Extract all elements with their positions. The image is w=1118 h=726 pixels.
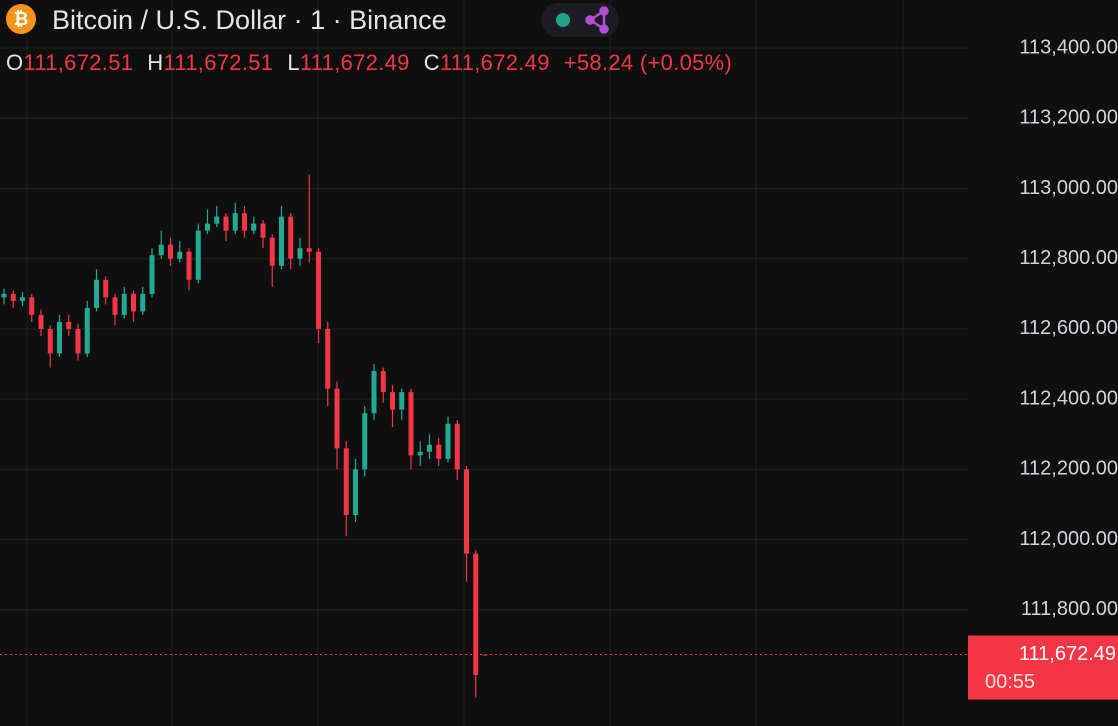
candle-body <box>20 297 25 301</box>
candle-body <box>103 279 109 298</box>
ohlc-item: O111,672.51 <box>6 50 133 75</box>
status-dot <box>556 13 570 27</box>
candle-body <box>316 251 321 329</box>
candle-body <box>121 293 127 315</box>
ohlc-legend: O111,672.51 H111,672.51 L111,672.49 C111,67… <box>6 50 732 76</box>
candle-body <box>186 251 192 280</box>
share-icon <box>585 6 609 34</box>
candle-body <box>223 216 229 231</box>
ohlc-value: 111,672.49 <box>439 50 550 75</box>
candle-body <box>464 469 469 554</box>
candle-body <box>47 328 53 354</box>
candle-body <box>436 444 442 459</box>
candle-body <box>84 307 90 354</box>
countdown-label: 00:55 <box>985 671 1035 693</box>
candle-body <box>232 213 238 231</box>
candle-body <box>214 216 220 224</box>
candle-body <box>399 392 405 410</box>
y-tick-label: 112,800.00 <box>1019 247 1118 269</box>
y-tick-label: 112,400.00 <box>1019 387 1118 409</box>
last-price-label: 111,672.49 <box>1019 643 1116 665</box>
candle-body <box>75 328 81 354</box>
y-tick-label: 113,400.00 <box>1019 36 1118 58</box>
price-change: +58.24 (+0.05%) <box>563 50 733 75</box>
ohlc-value: 111,672.51 <box>23 50 134 75</box>
candle-body <box>427 444 432 452</box>
candle-body <box>454 423 460 470</box>
candle-body <box>473 553 479 676</box>
candle-body <box>131 293 136 312</box>
candle-body <box>390 392 395 410</box>
ohlc-item: C111,672.49 <box>424 50 550 75</box>
coin-icon <box>6 4 36 34</box>
candle-body <box>306 248 312 252</box>
ohlc-key: O <box>6 50 24 75</box>
candle-body <box>38 314 44 329</box>
candle-body <box>279 216 284 266</box>
y-tick-label: 112,000.00 <box>1019 528 1118 550</box>
candle-body <box>57 321 62 354</box>
candle-body <box>94 279 99 308</box>
candle-body <box>158 244 164 256</box>
candle-body <box>112 297 118 315</box>
candle-body <box>371 371 377 414</box>
time-grid <box>26 0 904 726</box>
candle-body <box>380 371 386 393</box>
y-tick-label: 111,800.00 <box>1021 598 1118 620</box>
candle-body <box>10 293 16 301</box>
ohlc-key: L <box>287 50 300 75</box>
candle-body <box>362 413 368 470</box>
candle-body <box>325 328 331 389</box>
candle-body <box>445 423 451 459</box>
candle-body <box>140 293 146 312</box>
candle-body <box>29 297 35 315</box>
y-tick-label: 113,200.00 <box>1019 107 1118 129</box>
ohlc-key: H <box>147 50 164 75</box>
candle-body <box>288 216 294 259</box>
candle-body <box>242 213 247 231</box>
candle-body <box>343 448 349 516</box>
y-tick-label: 113,000.00 <box>1019 177 1118 199</box>
candle-body <box>195 230 201 280</box>
y-tick-label: 112,200.00 <box>1019 458 1118 480</box>
candle-body <box>205 223 210 231</box>
ohlc-item: L111,672.49 <box>287 50 409 75</box>
candle-body <box>353 469 358 516</box>
candle-body <box>408 392 414 456</box>
candle-body <box>297 248 303 259</box>
candle-body <box>417 451 423 456</box>
candle-body <box>334 388 340 449</box>
candle-body <box>168 244 173 259</box>
coin-symbol: ₿ <box>14 9 29 29</box>
candle-body <box>251 223 257 231</box>
ohlc-item: H111,672.51 <box>147 50 273 75</box>
candle-body <box>269 237 275 266</box>
candle-body <box>66 321 72 329</box>
last-price-tag <box>968 635 1118 700</box>
symbol-title: Bitcoin / U.S. Dollar · 1 · Binance <box>52 5 447 35</box>
ohlc-value: 111,672.49 <box>299 50 410 75</box>
candle-body <box>149 255 155 294</box>
ohlc-value: 111,672.51 <box>163 50 274 75</box>
candle-body <box>260 223 266 238</box>
y-tick-label: 112,600.00 <box>1019 317 1118 339</box>
candle-body <box>1 293 7 298</box>
ohlc-key: C <box>423 50 440 75</box>
candle-body <box>177 251 183 259</box>
